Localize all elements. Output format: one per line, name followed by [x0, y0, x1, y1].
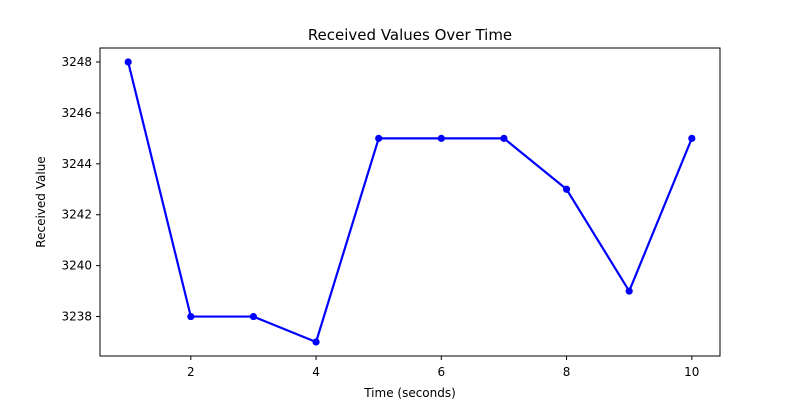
- y-tick-label: 3242: [61, 208, 92, 222]
- x-tick-label: 6: [437, 365, 445, 379]
- data-point: [187, 312, 195, 321]
- data-point: [375, 134, 383, 142]
- x-tick-label: 4: [312, 365, 320, 379]
- y-tick-label: 3246: [61, 106, 92, 120]
- series-line: [127, 61, 693, 344]
- data-point: [688, 134, 696, 142]
- data-point: [124, 58, 132, 66]
- y-tick-label: 3248: [61, 55, 92, 69]
- y-tick-label: 3238: [61, 310, 92, 324]
- data-point: [625, 287, 633, 295]
- x-axis-label: Time (seconds): [363, 386, 456, 400]
- data-point: [249, 312, 258, 321]
- y-tick-label: 3244: [61, 157, 92, 171]
- data-markers: [124, 58, 696, 346]
- data-point: [500, 134, 508, 142]
- y-tick-label: 3240: [61, 259, 92, 273]
- data-point: [312, 338, 320, 346]
- x-tick-label: 2: [187, 365, 195, 379]
- y-axis-label: Received Value: [34, 156, 48, 247]
- data-point: [562, 185, 571, 193]
- x-tick-label: 10: [684, 365, 699, 379]
- x-tick-label: 8: [563, 365, 571, 379]
- data-point: [437, 134, 445, 142]
- x-axis: 2 4 6 8 10: [187, 356, 699, 379]
- plot-area: [99, 47, 721, 357]
- y-axis: 3238 3240 3242 3244 3246 3248: [61, 55, 100, 324]
- chart-title: Received Values Over Time: [308, 26, 512, 44]
